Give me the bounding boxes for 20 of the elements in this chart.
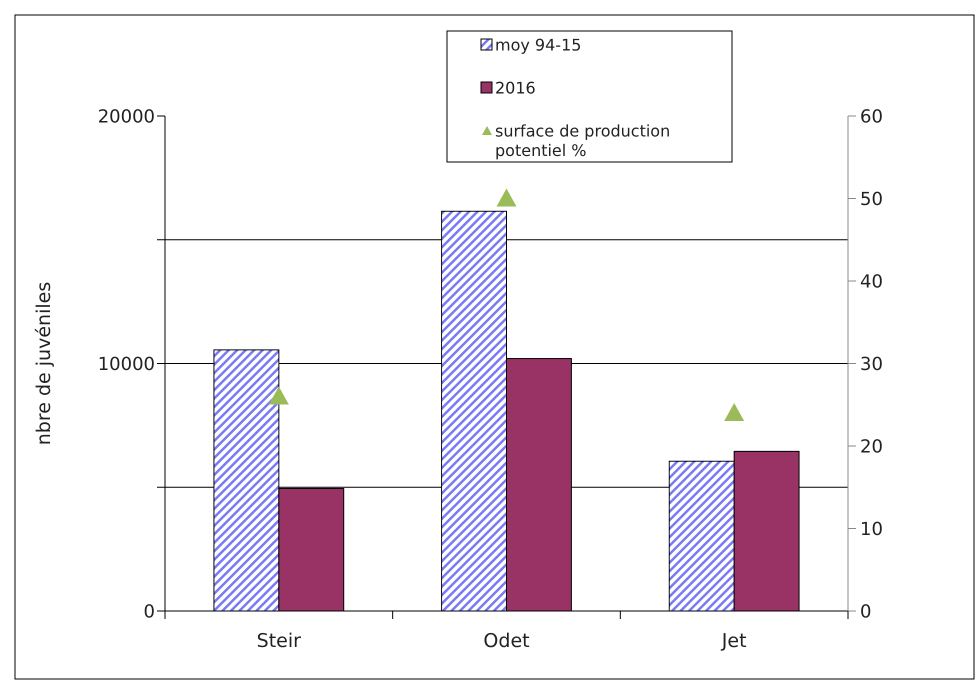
point <box>724 403 744 421</box>
y2-tick-label: 40 <box>860 271 883 292</box>
point <box>268 386 289 404</box>
legend-label: surface de production potentiel % <box>495 122 670 160</box>
x-tick-label: Odet <box>483 630 530 652</box>
y2-tick-label: 20 <box>860 436 883 458</box>
y2-tick-label: 60 <box>860 106 883 128</box>
y2-tick-label: 30 <box>860 354 883 375</box>
x-tick-label: Steir <box>256 630 302 652</box>
legend-label: moy 94-15 <box>495 36 582 55</box>
y-tick-label: 0 <box>144 601 155 622</box>
x-tick-label: Jet <box>720 630 747 652</box>
point <box>496 188 516 206</box>
y-axis-title: nbre de juvéniles <box>33 282 55 446</box>
y2-tick-label: 0 <box>860 601 872 622</box>
y2-tick-label: 10 <box>860 518 883 540</box>
y2-tick-label: 50 <box>860 188 883 210</box>
y-tick-label: 10000 <box>98 354 155 375</box>
legend-label: 2016 <box>495 78 536 98</box>
y-tick-label: 20000 <box>98 106 155 128</box>
